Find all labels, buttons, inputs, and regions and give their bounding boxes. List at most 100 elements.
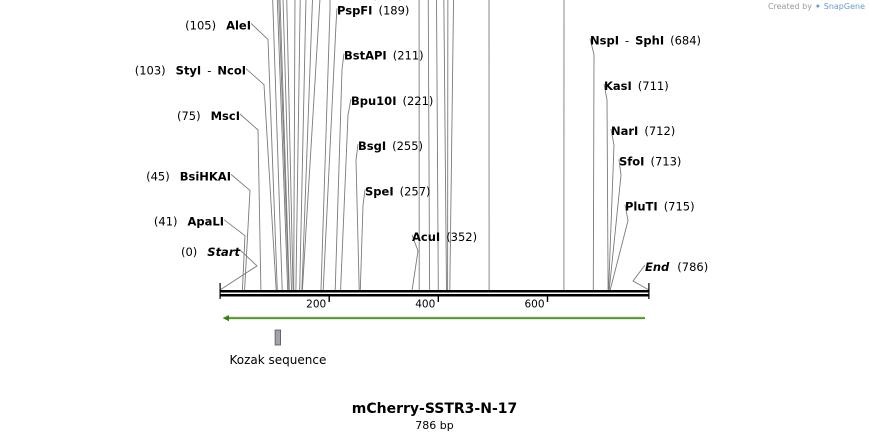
- site-leader: [223, 219, 246, 291]
- ruler-tick-label: 400: [415, 299, 435, 311]
- site-label-plutI[interactable]: PluTI (715): [625, 200, 695, 214]
- map-title: mCherry-SSTR3-N-17: [351, 401, 518, 417]
- site-label-bsgi[interactable]: BsgI (255): [358, 139, 423, 153]
- kozak-feature[interactable]: Kozak sequence: [229, 329, 326, 367]
- sequence-backbone: [219, 283, 650, 299]
- site-label-bstapi[interactable]: BstAPI (211): [344, 49, 424, 63]
- site-leader: [278, 0, 290, 291]
- site-leader: [608, 129, 615, 291]
- map-subtitle: 786 bp: [415, 419, 454, 432]
- site-label-end[interactable]: End (786): [645, 260, 708, 274]
- site-label-part: (189): [378, 3, 409, 17]
- site-leader: [322, 8, 338, 291]
- orf-arrowhead-icon: [223, 315, 229, 322]
- site-label-acui[interactable]: AcuI (352): [412, 230, 477, 244]
- site-leader: [295, 0, 301, 291]
- site-leader: [488, 0, 490, 291]
- ruler-tick-label: 200: [306, 299, 326, 311]
- site-label-bpu10i[interactable]: Bpu10I (221): [351, 94, 433, 108]
- site-label-spei[interactable]: SpeI (257): [365, 185, 431, 199]
- site-leader: [279, 0, 290, 291]
- site-label-part: PluTI: [625, 200, 658, 214]
- site-label-mscI[interactable]: (75) MscI: [177, 109, 240, 123]
- credit-brand: SnapGene: [823, 2, 865, 11]
- ruler-tick: [546, 296, 549, 302]
- site-leader: [427, 0, 431, 291]
- site-label-kasi[interactable]: KasI (711): [604, 79, 669, 93]
- site-leader: [632, 264, 650, 291]
- site-label-part: SfoI: [619, 154, 644, 168]
- site-leader: [239, 113, 262, 291]
- kozak-label: Kozak sequence: [229, 353, 326, 367]
- site-leader: [563, 0, 565, 291]
- backbone-bottom-strand: [220, 294, 649, 297]
- site-label-part: Bpu10I: [351, 94, 396, 108]
- site-label-part: PspFI: [337, 3, 372, 17]
- site-label-part: NspI: [590, 34, 619, 48]
- site-leader: [272, 0, 283, 291]
- site-label-start[interactable]: (0) Start: [181, 245, 241, 259]
- site-label-part: ApaLI: [188, 215, 225, 229]
- site-leader: [359, 189, 366, 291]
- site-label-part: (211): [393, 49, 424, 63]
- site-label-part: (786): [677, 260, 708, 274]
- site-label-part: Start: [207, 245, 240, 259]
- site-leader: [276, 0, 289, 291]
- site-label-part: BseYI: [330, 0, 366, 2]
- site-label-styi[interactable]: (103) StyI - NcoI: [135, 64, 246, 78]
- site-label-part: (684): [670, 34, 701, 48]
- site-label-part: (41): [154, 215, 178, 229]
- site-label-part: StyI: [176, 64, 202, 78]
- site-leader: [320, 0, 331, 291]
- position-ruler: 200 400 600: [306, 296, 549, 311]
- site-leader: [418, 0, 420, 291]
- snapgene-logo-icon: ✦: [814, 2, 822, 11]
- site-label-pspfi[interactable]: PspFI (189): [337, 3, 409, 17]
- site-leader: [245, 68, 277, 291]
- site-label-part: (712): [644, 124, 675, 138]
- site-leader: [282, 0, 292, 291]
- kozak-box[interactable]: [274, 329, 282, 346]
- site-leader: [219, 249, 258, 291]
- site-label-apali[interactable]: (41) ApaLI: [154, 215, 224, 229]
- site-label-part: (103): [135, 64, 166, 78]
- site-label-nari[interactable]: NarI (712): [611, 124, 675, 138]
- site-leader: [299, 0, 307, 291]
- site-label-part: (185): [372, 0, 403, 2]
- site-label-bseyi[interactable]: BseYI (185): [330, 0, 403, 2]
- site-leader: [340, 98, 352, 291]
- site-leader: [608, 159, 622, 291]
- site-label-part: KasI: [604, 79, 632, 93]
- orf-line: [225, 317, 645, 319]
- ruler-tick: [328, 296, 330, 302]
- site-leader: [355, 144, 360, 291]
- site-label-bsihkai[interactable]: (45) BsiHKAI: [146, 169, 231, 183]
- site-label-part: (105): [185, 18, 216, 32]
- site-label-part: NcoI: [217, 64, 246, 78]
- ruler-tick-label: 600: [524, 299, 544, 311]
- orf-arrow: [223, 315, 645, 322]
- site-label-part: (75): [177, 109, 201, 123]
- site-leader: [301, 0, 321, 291]
- backbone-start-cap: [219, 283, 221, 299]
- site-label-part: -: [207, 64, 211, 78]
- site-label-sfoi[interactable]: SfoI (713): [619, 154, 681, 168]
- site-label-part: (221): [402, 94, 433, 108]
- site-leader: [603, 83, 609, 291]
- site-leader: [230, 174, 251, 291]
- ruler-tick: [437, 296, 439, 302]
- site-label-nspi[interactable]: NspI - SphI (684): [590, 34, 701, 48]
- site-label-part: (713): [650, 154, 681, 168]
- site-label-part: End: [645, 260, 670, 274]
- site-leader: [436, 0, 439, 291]
- site-leader: [449, 0, 455, 291]
- site-label-part: SpeI: [365, 185, 394, 199]
- site-label-part: (0): [181, 245, 197, 259]
- site-label-part: (715): [664, 200, 695, 214]
- site-label-part: (352): [446, 230, 477, 244]
- site-label-part: NarI: [611, 124, 638, 138]
- site-label-alei[interactable]: (105) AleI: [185, 18, 251, 32]
- site-leader: [286, 0, 294, 291]
- site-leader: [334, 53, 345, 291]
